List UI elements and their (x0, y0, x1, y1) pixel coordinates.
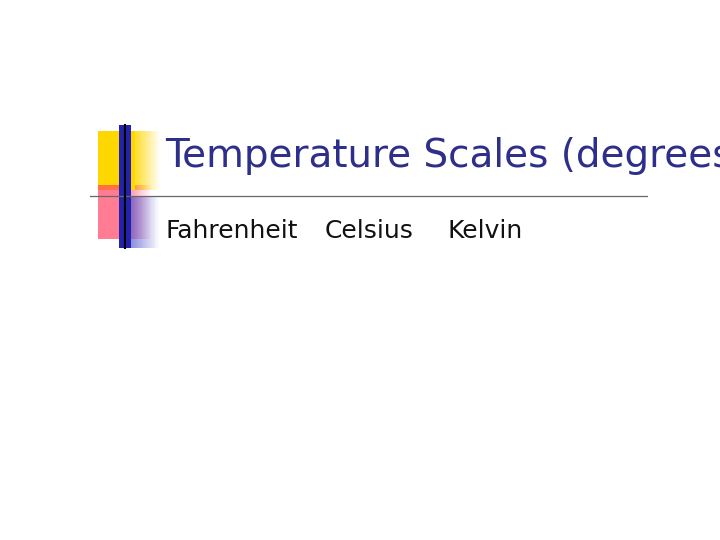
Bar (141, 185, 142, 239)
Bar (148, 185, 149, 239)
Bar (145, 185, 146, 239)
Bar (144, 185, 145, 239)
Bar (99, 131, 135, 190)
Bar (139, 196, 140, 248)
Bar (144, 131, 145, 190)
Bar (143, 131, 144, 190)
Bar (158, 131, 159, 190)
Bar (147, 185, 148, 239)
Text: Kelvin: Kelvin (447, 219, 523, 243)
Bar (150, 185, 151, 239)
Bar (151, 131, 152, 190)
Bar (148, 131, 149, 190)
Bar (157, 131, 158, 190)
Bar (138, 196, 139, 248)
Bar (146, 131, 147, 190)
Bar (156, 196, 158, 248)
Bar (155, 196, 156, 248)
Bar (138, 131, 139, 190)
Bar (119, 125, 131, 248)
Bar (136, 131, 137, 190)
Bar (155, 131, 156, 190)
Text: Celsius: Celsius (324, 219, 413, 243)
Bar (145, 131, 146, 190)
Text: Fahrenheit: Fahrenheit (166, 219, 298, 243)
Bar (150, 196, 152, 248)
Bar (138, 185, 139, 239)
Bar (153, 131, 154, 190)
Bar (142, 185, 143, 239)
Bar (142, 196, 143, 248)
Bar (132, 196, 133, 248)
Bar (140, 185, 141, 239)
Bar (134, 196, 135, 248)
Bar (140, 196, 142, 248)
Bar (146, 196, 147, 248)
Bar (135, 185, 136, 239)
Bar (129, 185, 130, 239)
Bar (146, 185, 147, 239)
Bar (130, 185, 131, 239)
Bar (99, 185, 129, 239)
Bar (149, 185, 150, 239)
Bar (142, 131, 143, 190)
Bar (143, 196, 144, 248)
Bar (147, 196, 148, 248)
Bar (153, 196, 155, 248)
Bar (149, 196, 150, 248)
Bar (132, 185, 133, 239)
Bar (131, 185, 132, 239)
Bar (133, 196, 134, 248)
Bar (139, 131, 140, 190)
Bar (137, 196, 138, 248)
Bar (154, 131, 155, 190)
Bar (150, 131, 151, 190)
Bar (152, 131, 153, 190)
Bar (139, 185, 140, 239)
Bar (158, 196, 159, 248)
Bar (159, 131, 160, 190)
Bar (156, 131, 157, 190)
Bar (135, 196, 136, 248)
Bar (133, 185, 134, 239)
Bar (136, 196, 137, 248)
Bar (131, 196, 132, 248)
Bar (152, 196, 153, 248)
Bar (140, 131, 141, 190)
Bar (134, 185, 135, 239)
Bar (141, 131, 142, 190)
Bar (144, 196, 145, 248)
Bar (148, 196, 149, 248)
Bar (136, 185, 137, 239)
Bar (143, 185, 144, 239)
Bar (135, 131, 136, 190)
Bar (147, 131, 148, 190)
Bar (149, 131, 150, 190)
Text: Temperature Scales (degrees): Temperature Scales (degrees) (166, 137, 720, 176)
Bar (137, 185, 138, 239)
Bar (145, 196, 146, 248)
Bar (137, 131, 138, 190)
